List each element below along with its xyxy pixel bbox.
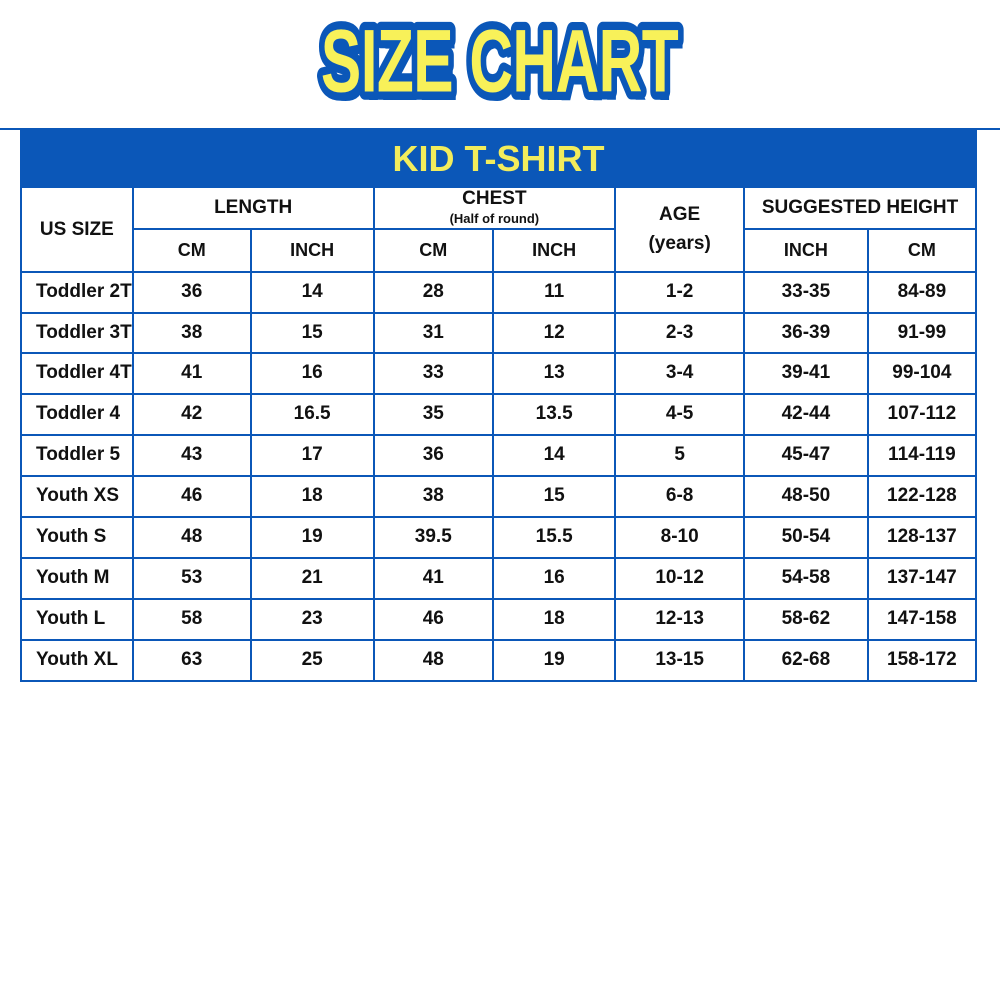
svg-text:SIZE CHART: SIZE CHART	[321, 12, 678, 111]
